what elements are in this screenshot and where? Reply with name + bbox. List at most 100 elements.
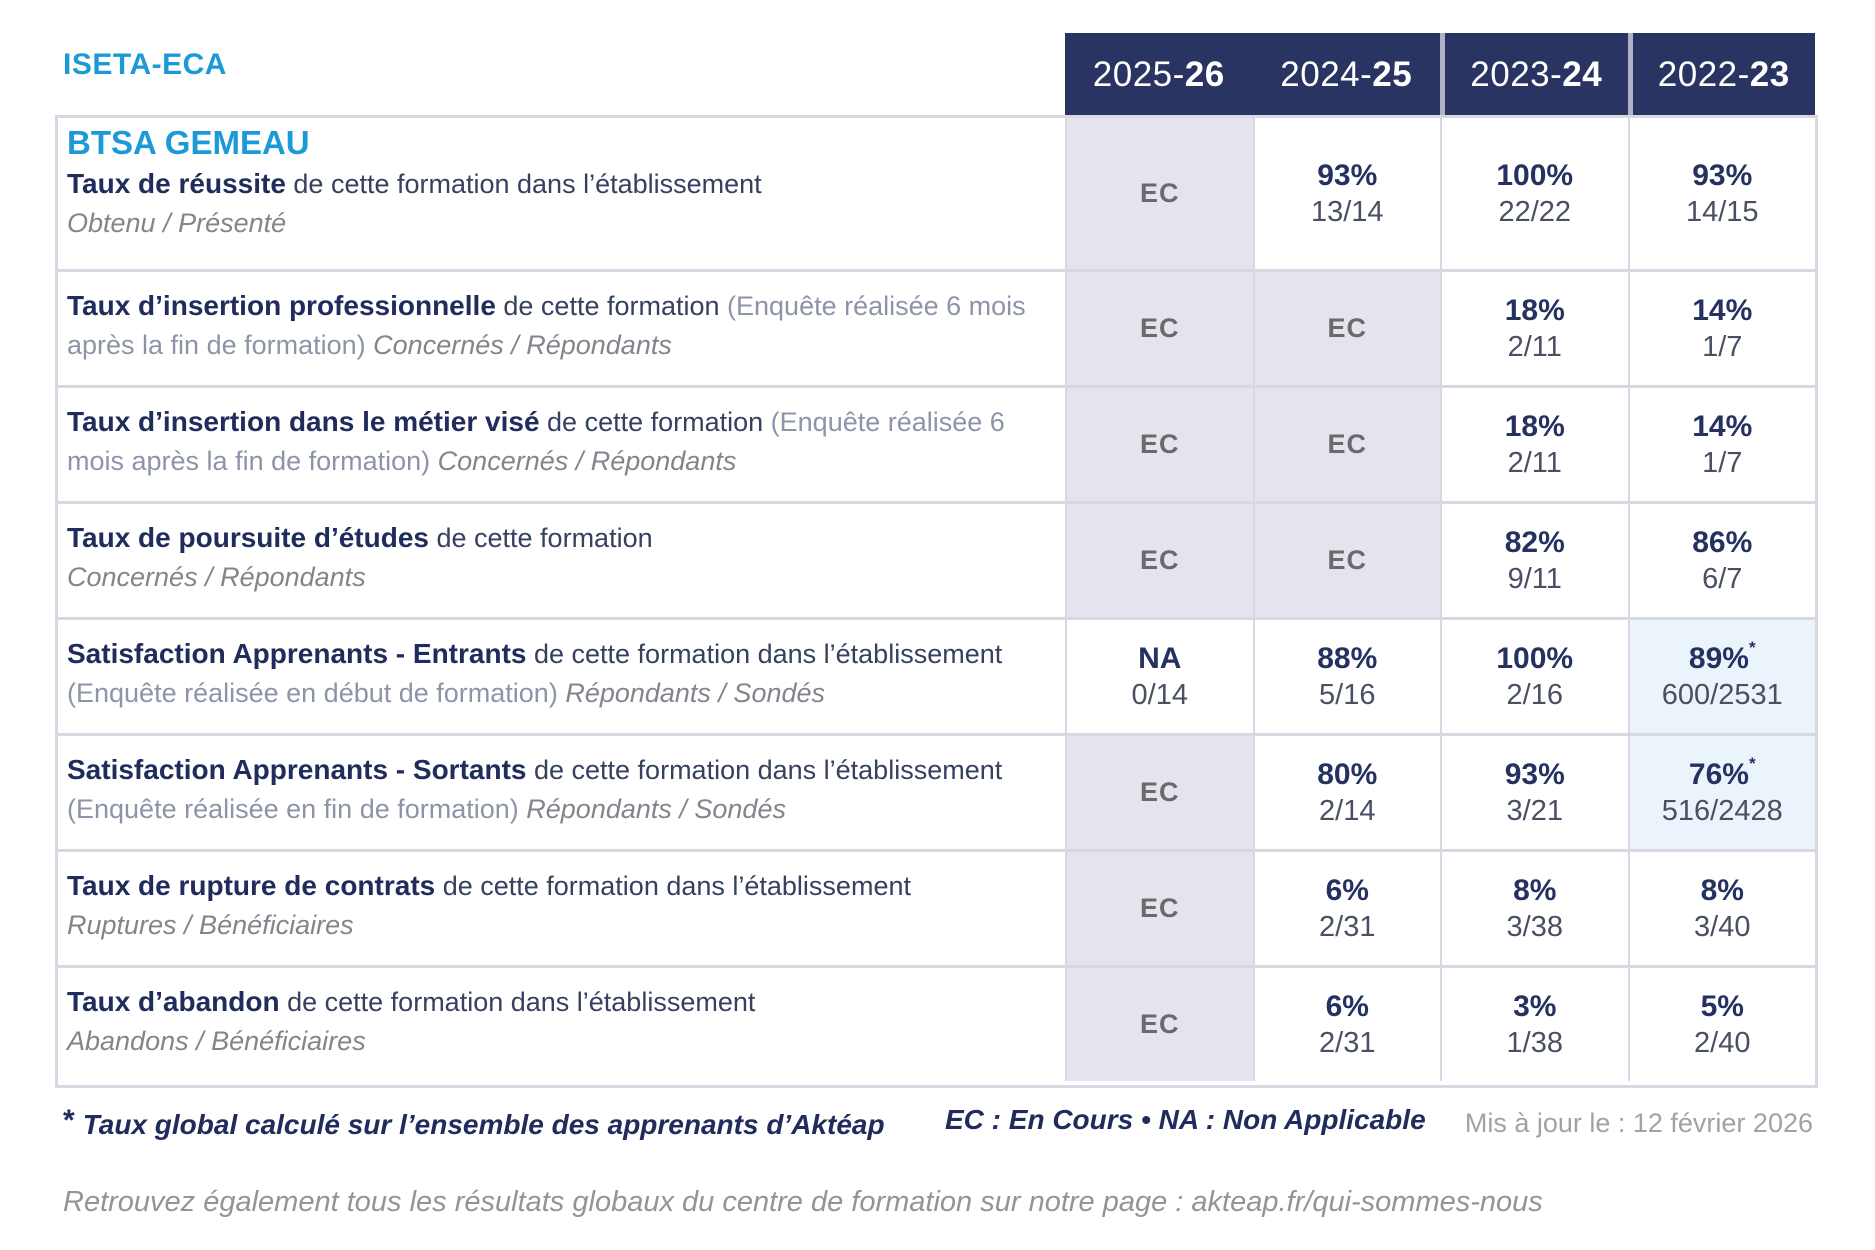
percent-value: 93% <box>1317 158 1378 192</box>
indicator-ratio-caption: Concernés / Répondants <box>365 330 672 360</box>
indicator-name: Satisfaction Apprenants - Entrants <box>67 638 527 669</box>
fraction-value: 2/40 <box>1694 1026 1751 1059</box>
cell-2023-24: 3% 1/38 <box>1440 968 1628 1081</box>
table-row-satisfaction-sortants: Satisfaction Apprenants - Sortants de ce… <box>58 733 1815 849</box>
percent-value: 100% <box>1496 641 1574 675</box>
indicator-survey-note: (Enquête réalisée 6 mois après la fin de… <box>67 291 1026 360</box>
status-value: EC <box>1139 1009 1180 1039</box>
row-label: Satisfaction Apprenants - Sortants de ce… <box>58 736 1065 849</box>
indicator-survey-note: (Enquête réalisée 6 mois après la fin de… <box>67 407 1005 476</box>
year-prefix: 2023- <box>1470 54 1563 94</box>
status-value: EC <box>1139 893 1180 923</box>
percent-value: 18% <box>1504 293 1565 327</box>
fraction-value: 9/11 <box>1507 562 1562 595</box>
row-label: Taux d’abandon de cette formation dans l… <box>58 968 1065 1081</box>
cell-2025-26: EC <box>1065 272 1253 385</box>
percent-value: 76% <box>1688 757 1749 791</box>
asterisk: * <box>63 1104 75 1137</box>
cell-2025-26: NA 0/14 <box>1065 620 1253 733</box>
fraction-value: 22/22 <box>1498 195 1572 228</box>
status-value: NA <box>1138 641 1182 675</box>
program-title: BTSA GEMEAU <box>67 124 310 161</box>
indicator-desc: de cette formation dans l’établissement <box>526 639 1003 669</box>
row-label: Satisfaction Apprenants - Entrants de ce… <box>58 620 1065 733</box>
cell-2025-26: EC <box>1065 118 1253 269</box>
year-suffix: 23 <box>1749 54 1790 94</box>
cell-2023-24: 82% 9/11 <box>1440 504 1628 617</box>
year-prefix: 2025- <box>1092 54 1185 94</box>
row-label: Taux de rupture de contrats de cette for… <box>58 852 1065 965</box>
indicator-desc: de cette formation <box>495 291 720 321</box>
status-value: EC <box>1139 777 1180 807</box>
percent-value: 93% <box>1504 757 1565 791</box>
fraction-value: 0/14 <box>1131 678 1188 711</box>
indicator-desc: de cette formation dans l’établissement <box>526 755 1003 785</box>
fraction-value: 2/11 <box>1507 446 1562 479</box>
cell-2024-25: 88% 5/16 <box>1252 620 1441 733</box>
percent-value: 100% <box>1496 158 1574 192</box>
global-results-link-note: Retrouvez également tous les résultats g… <box>63 1186 1543 1218</box>
fraction-value: 2/14 <box>1319 794 1376 827</box>
year-suffix: 24 <box>1562 54 1603 94</box>
year-column-2024-25: 2024-25 <box>1252 33 1440 116</box>
indicator-ratio-caption: Concernés / Répondants <box>430 446 737 476</box>
footnote-global-rate: * Taux global calculé sur l’ensemble des … <box>63 1104 885 1140</box>
percent-value: 14% <box>1692 293 1753 327</box>
indicator-desc: de cette formation dans l’établissement <box>285 169 762 199</box>
cell-2022-23: 5% 2/40 <box>1627 968 1816 1081</box>
year-prefix: 2022- <box>1657 54 1750 94</box>
year-header: 2025-26 2024-25 2023-24 2022-23 <box>1065 33 1815 116</box>
indicator-name: Taux d’insertion professionnelle <box>67 290 496 321</box>
cell-2022-23: 89%* 600/2531 <box>1627 620 1815 733</box>
cell-2024-25: EC <box>1252 272 1440 385</box>
year-column-2022-23: 2022-23 <box>1627 33 1815 116</box>
percent-value: 86% <box>1692 525 1753 559</box>
percent-value: 14% <box>1692 409 1753 443</box>
indicators-table: BTSA GEMEAU Taux de réussite de cette fo… <box>55 115 1818 1088</box>
percent-value: 8% <box>1700 873 1744 907</box>
indicator-desc: de cette formation <box>539 407 764 437</box>
cell-2024-25: 93% 13/14 <box>1252 118 1441 269</box>
percent-value: 88% <box>1317 641 1378 675</box>
indicator-ratio-caption: Répondants / Sondés <box>557 678 826 708</box>
table-row-rupture-contrats: Taux de rupture de contrats de cette for… <box>58 849 1815 965</box>
year-prefix: 2024- <box>1280 54 1373 94</box>
abbreviations-legend: EC : En Cours • NA : Non Applicable <box>945 1104 1426 1135</box>
indicator-ratio-caption: Répondants / Sondés <box>518 794 786 824</box>
indicator-name: Taux d’abandon <box>67 986 280 1017</box>
indicator-desc: de cette formation <box>428 523 653 553</box>
percent-value: 6% <box>1325 873 1369 907</box>
cell-2022-23: 93% 14/15 <box>1627 118 1816 269</box>
cell-2023-24: 18% 2/11 <box>1440 272 1628 385</box>
indicator-desc: de cette formation dans l’établissement <box>435 871 911 901</box>
fraction-value: 1/7 <box>1702 446 1743 479</box>
institution-name: ISETA-ECA <box>63 48 227 81</box>
fraction-value: 14/15 <box>1685 195 1759 228</box>
cell-2023-24: 100% 22/22 <box>1440 118 1628 269</box>
percent-value: 82% <box>1504 525 1565 559</box>
fraction-value: 1/38 <box>1506 1026 1563 1059</box>
percent-value: 89% <box>1688 641 1749 675</box>
year-suffix: 25 <box>1372 54 1413 94</box>
fraction-value: 2/31 <box>1319 910 1376 943</box>
cell-2023-24: 93% 3/21 <box>1440 736 1628 849</box>
table-row-satisfaction-entrants: Satisfaction Apprenants - Entrants de ce… <box>58 617 1815 733</box>
percent-value: 8% <box>1513 873 1557 907</box>
row-label: Taux de poursuite d’études de cette form… <box>58 504 1065 617</box>
row-label: Taux d’insertion dans le métier visé de … <box>58 388 1065 501</box>
indicator-ratio-caption: Ruptures / Bénéficiaires <box>67 910 354 940</box>
indicator-name: Taux d’insertion dans le métier visé <box>67 406 540 437</box>
table-row-poursuite-etudes: Taux de poursuite d’études de cette form… <box>58 501 1815 617</box>
fraction-value: 1/7 <box>1702 330 1743 363</box>
cell-2024-25: 6% 2/31 <box>1252 968 1441 1081</box>
cell-2022-23: 86% 6/7 <box>1627 504 1816 617</box>
year-column-2023-24: 2023-24 <box>1440 33 1628 116</box>
cell-2024-25: EC <box>1252 504 1440 617</box>
indicator-name: Taux de poursuite d’études <box>67 522 429 553</box>
cell-2022-23: 76%* 516/2428 <box>1627 736 1815 849</box>
percent-value: 5% <box>1700 989 1744 1023</box>
cell-2023-24: 100% 2/16 <box>1440 620 1628 733</box>
year-suffix: 26 <box>1184 54 1225 94</box>
cell-2025-26: EC <box>1065 852 1253 965</box>
